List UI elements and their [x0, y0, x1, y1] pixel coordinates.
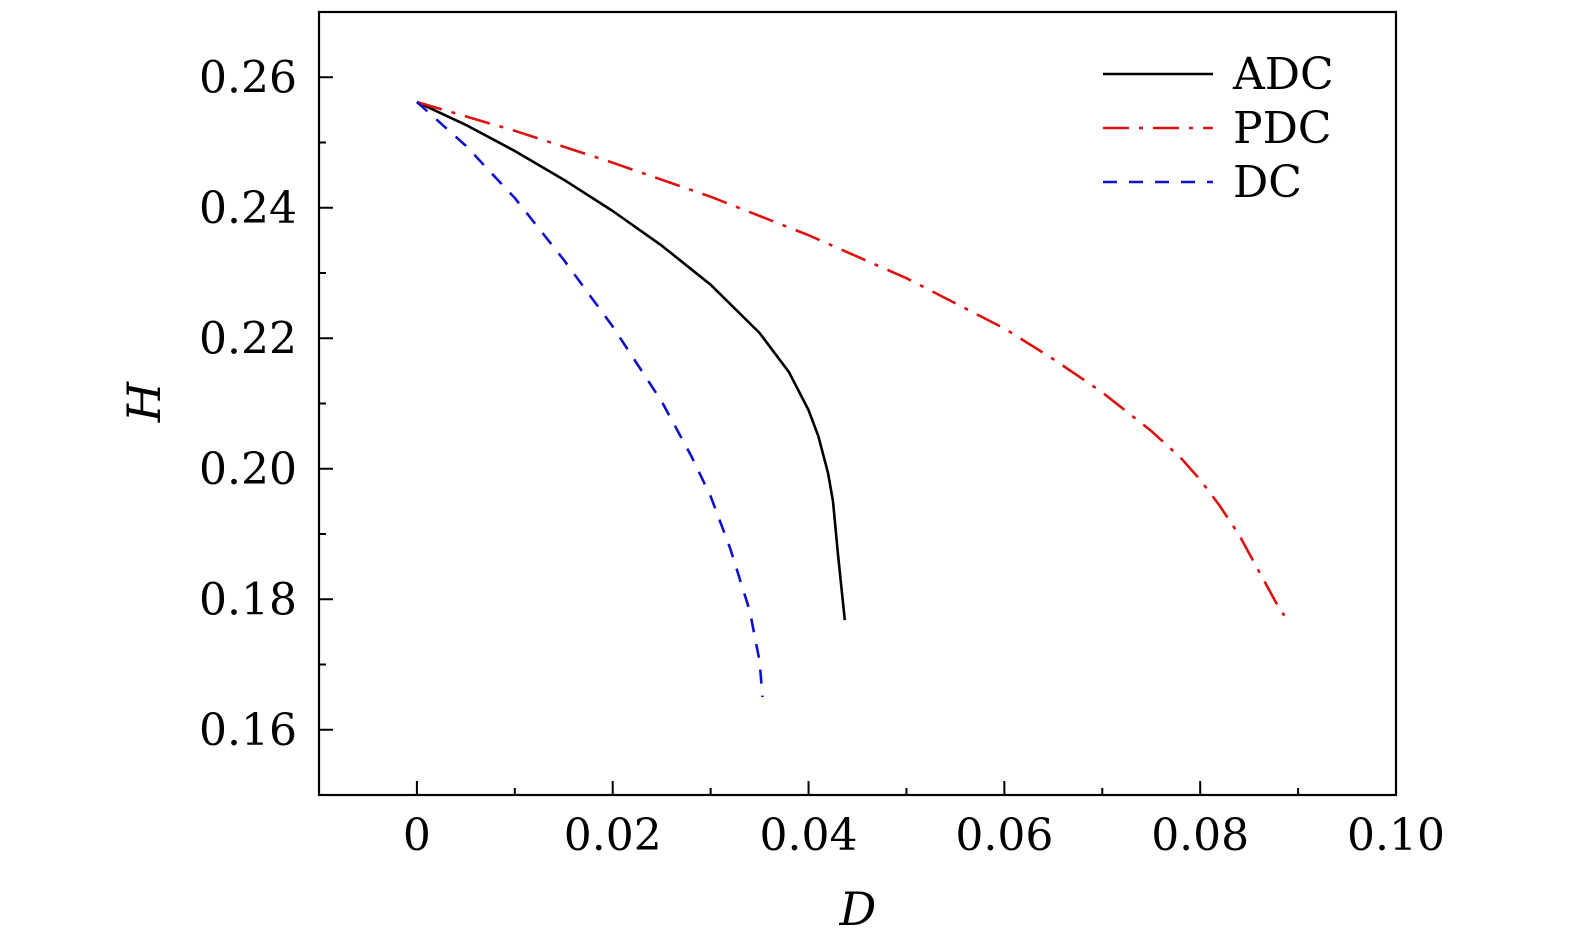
x-tick-label: 0.10 [1347, 810, 1445, 861]
ticks-layer [319, 11, 1397, 796]
series-line-dc [416, 101, 764, 698]
y-tick-label: 0.18 [199, 574, 297, 625]
series-layer [416, 100, 1286, 698]
y-axis-title: H [117, 381, 171, 423]
x-tick-label: 0.02 [564, 810, 662, 861]
y-tick-label: 0.20 [199, 444, 297, 495]
x-axis-title: D [839, 882, 877, 936]
y-tick-label: 0.24 [199, 183, 297, 234]
series-line-adc [416, 100, 847, 621]
y-tick-label: 0.22 [199, 313, 297, 364]
y-tick-label: 0.16 [199, 705, 297, 756]
legend-label-pdc: PDC [1233, 103, 1332, 154]
legend-label-adc: ADC [1232, 49, 1334, 100]
x-tick-label: 0.04 [760, 810, 858, 861]
x-tick-label: 0 [403, 810, 431, 861]
tick-labels-layer: 0 0.02 0.04 0.06 0.08 0.10 0.16 0.18 0.20 0.22 0.2… [199, 52, 1445, 861]
x-tick-label: 0.08 [1151, 810, 1249, 861]
legend-label-dc: DC [1233, 157, 1302, 208]
x-tick-label: 0.06 [955, 810, 1053, 861]
series-line-pdc [416, 100, 1286, 617]
y-tick-label: 0.26 [199, 52, 297, 103]
